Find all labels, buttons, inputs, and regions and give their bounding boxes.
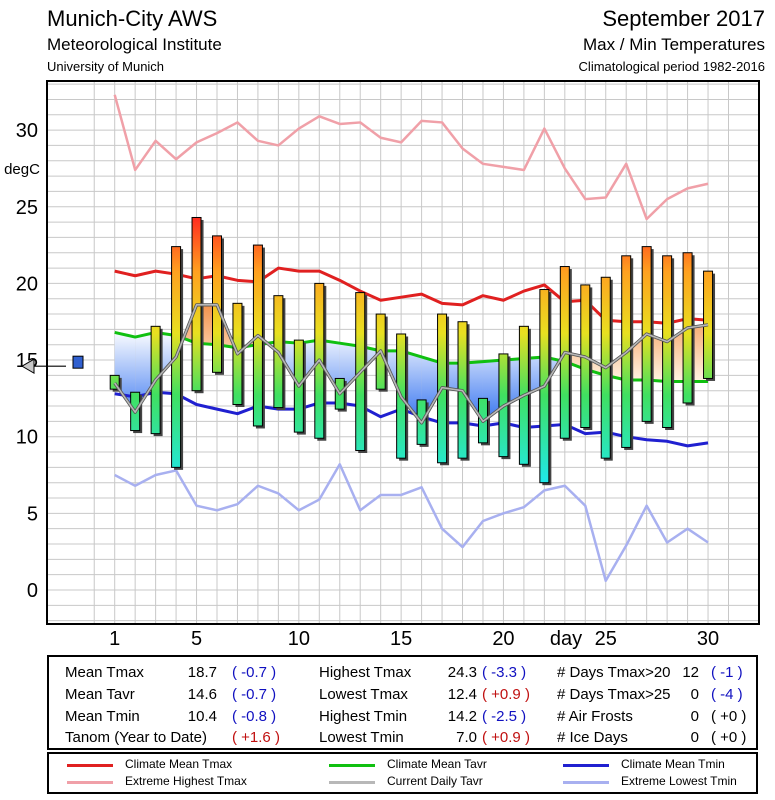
y-tick-label: 20 [16, 273, 38, 295]
stat-label: # Air Frosts [557, 708, 633, 725]
university-title: University of Munich [47, 59, 165, 74]
stat-anomaly: ( -0.7 ) [232, 664, 277, 681]
legend-swatch [329, 764, 375, 767]
stat-value: 24.3 [447, 664, 477, 681]
series-extreme-highest-tmax [113, 94, 709, 221]
x-axis-label: day [550, 628, 582, 650]
stat-anomaly: ( -3.3 ) [482, 664, 527, 681]
stat-anomaly: ( -1 ) [711, 664, 743, 681]
x-tick-label: 25 [595, 628, 617, 650]
stat-value: 12 [682, 664, 699, 681]
y-tick-label: 5 [27, 503, 38, 525]
legend: Climate Mean Tmax Climate Mean Tavr Climat… [47, 752, 758, 794]
month-title: September 2017 [602, 6, 765, 31]
stat-label: Mean Tmax [65, 664, 144, 681]
y-axis-label: degC [4, 161, 40, 178]
stat-label: Tanom (Year to Date) [65, 729, 208, 746]
stat-anomaly: ( +0.9 ) [482, 729, 530, 746]
station-title: Munich-City AWS [47, 6, 218, 31]
x-tick-label: 10 [288, 628, 310, 650]
stat-label: Mean Tavr [65, 686, 135, 703]
stat-label: Mean Tmin [65, 708, 140, 725]
plot-border [46, 80, 760, 625]
stat-label: # Days Tmax>20 [557, 664, 671, 681]
legend-swatch [563, 764, 609, 767]
x-tick-label: 15 [390, 628, 412, 650]
legend-swatch [329, 781, 375, 784]
y-tick-label: 0 [27, 580, 38, 602]
stat-anomaly: ( -0.8 ) [232, 708, 277, 725]
x-tick-label: 30 [697, 628, 719, 650]
stat-value: 0 [690, 729, 699, 746]
stat-value: 12.4 [447, 686, 477, 703]
daily-bar [109, 374, 120, 390]
institute-title: Meteorological Institute [47, 35, 222, 54]
x-tick-label: 5 [191, 628, 202, 650]
cool-anomaly-area [135, 332, 156, 413]
legend-label: Climate Mean Tmax [125, 757, 233, 771]
stat-value: 14.6 [187, 686, 217, 703]
stat-value: 18.7 [187, 664, 217, 681]
stat-anomaly: ( -2.5 ) [482, 708, 527, 725]
stat-value: 14.2 [447, 708, 477, 725]
stats-panel: Mean Tmax 18.7 ( -0.7 ) Highest Tmax 24.3 ( -… [47, 655, 758, 750]
stat-anomaly: ( +0 ) [711, 708, 747, 725]
legend-label: Extreme Lowest Tmin [621, 774, 737, 788]
y-tick-label: 10 [16, 427, 38, 449]
legend-label: Current Daily Tavr [387, 774, 483, 788]
stat-anomaly: ( +0.9 ) [482, 686, 530, 703]
stat-value: 0 [690, 708, 699, 725]
stat-label: # Ice Days [557, 729, 628, 746]
stat-anomaly: ( +1.6 ) [232, 729, 280, 746]
stat-label: # Days Tmax>25 [557, 686, 671, 703]
x-tick-label: 20 [492, 628, 514, 650]
stat-label: Lowest Tmin [319, 729, 404, 746]
stat-label: Highest Tmax [319, 664, 412, 681]
legend-swatch [563, 781, 609, 784]
year-anomaly-box [72, 355, 84, 369]
stat-anomaly: ( -0.7 ) [232, 686, 277, 703]
stat-anomaly: ( -4 ) [711, 686, 743, 703]
stat-label: Highest Tmin [319, 708, 408, 725]
x-tick-label: 1 [109, 628, 120, 650]
legend-label: Extreme Highest Tmax [125, 774, 247, 788]
legend-label: Climate Mean Tmin [621, 757, 725, 771]
legend-label: Climate Mean Tavr [387, 757, 487, 771]
series-current-daily-tavr [114, 304, 709, 424]
y-tick-label: 30 [16, 120, 38, 142]
stat-value: 0 [690, 686, 699, 703]
period-title: Climatological period 1982-2016 [578, 59, 765, 74]
stat-anomaly: ( +0 ) [711, 729, 747, 746]
cool-anomaly-area [114, 332, 136, 413]
chart-subtitle: Max / Min Temperatures [582, 35, 765, 54]
stat-value: 10.4 [187, 708, 217, 725]
legend-swatch [67, 764, 113, 767]
y-tick-label: 25 [16, 197, 38, 219]
stat-value: 7.0 [456, 729, 477, 746]
legend-swatch [67, 781, 113, 784]
stat-label: Lowest Tmax [319, 686, 408, 703]
series-extreme-lowest-tmin [114, 463, 709, 583]
